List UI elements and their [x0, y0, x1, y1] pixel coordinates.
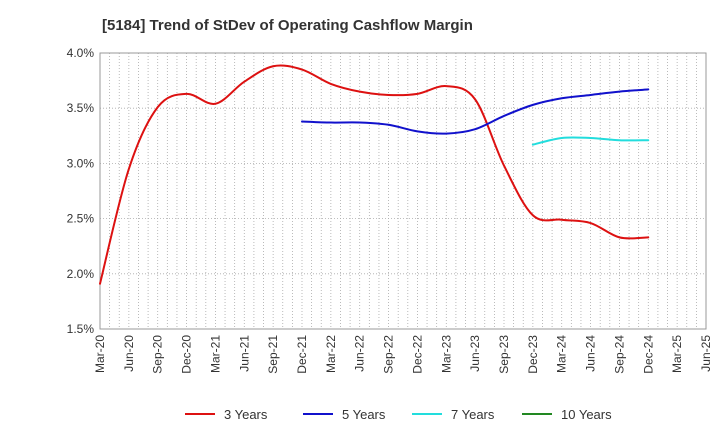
- legend-label-10-years: 10 Years: [561, 407, 612, 422]
- series-lines: [99, 64, 650, 285]
- legend-label-3-years: 3 Years: [224, 407, 268, 422]
- x-tick-label: Mar-22: [324, 335, 338, 373]
- x-tick-label: Mar-24: [555, 335, 569, 373]
- x-tick-label: Sep-24: [612, 335, 626, 374]
- legend: 3 Years 5 Years 7 Years 10 Years: [185, 407, 612, 422]
- legend-label-5-years: 5 Years: [342, 407, 386, 422]
- x-tick-label: Sep-23: [497, 335, 511, 374]
- chart-title: [5184] Trend of StDev of Operating Cashf…: [102, 17, 473, 34]
- y-tick-label: 3.5%: [67, 101, 95, 115]
- y-tick-label: 1.5%: [67, 322, 95, 336]
- x-tick-label: Jun-20: [122, 335, 136, 372]
- plot-area: [99, 52, 707, 330]
- x-axis-ticks: Mar-20 Jun-20 Sep-20 Dec-20 Mar-21 Jun-21 Sep-…: [93, 335, 713, 374]
- x-tick-label: Dec-20: [180, 335, 194, 374]
- y-axis-ticks: 1.5% 2.0% 2.5% 3.0% 3.5% 4.0%: [67, 46, 95, 336]
- x-tick-label: Dec-22: [410, 335, 424, 374]
- x-tick-label: Mar-25: [670, 335, 684, 373]
- y-tick-label: 3.0%: [67, 156, 95, 170]
- y-tick-label: 4.0%: [67, 46, 95, 60]
- x-tick-label: Mar-21: [208, 335, 222, 373]
- series-line-5-years: [301, 88, 650, 135]
- x-tick-label: Jun-23: [468, 335, 482, 372]
- x-tick-label: Jun-22: [353, 335, 367, 372]
- y-tick-label: 2.5%: [67, 212, 95, 226]
- x-tick-label: Dec-24: [641, 335, 655, 374]
- x-tick-label: Jun-21: [237, 335, 251, 372]
- series-line-3-years: [99, 64, 650, 285]
- legend-label-7-years: 7 Years: [451, 407, 495, 422]
- x-tick-label: Dec-21: [295, 335, 309, 374]
- x-tick-label: Jun-25: [699, 335, 713, 372]
- x-tick-label: Jun-24: [584, 335, 598, 372]
- x-tick-label: Dec-23: [526, 335, 540, 374]
- x-tick-label: Sep-22: [382, 335, 396, 374]
- x-tick-label: Sep-21: [266, 335, 280, 374]
- series-line-7-years: [531, 136, 650, 146]
- x-tick-label: Sep-20: [151, 335, 165, 374]
- x-tick-label: Mar-23: [439, 335, 453, 373]
- y-tick-label: 2.0%: [67, 267, 95, 281]
- grid: [100, 53, 706, 329]
- x-tick-label: Mar-20: [93, 335, 107, 373]
